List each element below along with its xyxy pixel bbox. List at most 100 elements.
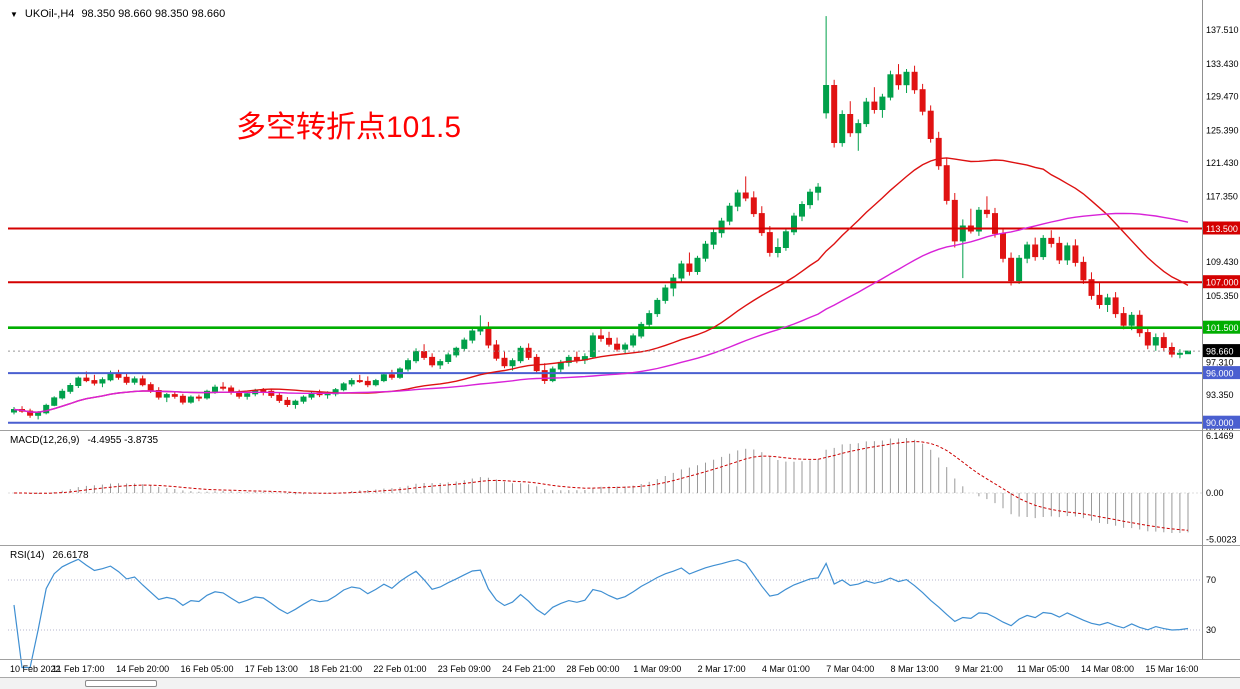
candle-body	[413, 351, 419, 362]
candle-body	[1160, 337, 1167, 349]
candle-body	[694, 257, 701, 272]
scrollbar-thumb[interactable]	[85, 680, 157, 687]
candle-body	[1040, 237, 1047, 258]
time-axis-label: 11 Mar 05:00	[1017, 664, 1069, 674]
candle-body	[155, 390, 162, 398]
candle-body	[1032, 244, 1039, 258]
time-axis-label: 10 Feb 2022	[10, 664, 61, 674]
candle-body	[855, 123, 862, 134]
price-axis-tick: 117.350	[1206, 192, 1238, 202]
candle-body	[1064, 245, 1071, 261]
candle-body	[839, 114, 846, 144]
candle-body	[1120, 313, 1127, 326]
candle-body	[1056, 242, 1063, 261]
price-level-badge	[1203, 275, 1240, 289]
candle-body	[549, 368, 556, 382]
candle-body	[807, 191, 813, 206]
candle-body	[589, 335, 596, 358]
candle-body	[437, 361, 444, 366]
candle-body	[646, 313, 653, 325]
rsi-indicator-label: RSI(14) 26.6178	[10, 550, 89, 561]
candle-body	[734, 192, 741, 207]
candle-body	[758, 213, 765, 234]
candle-body	[35, 412, 42, 416]
candle-body	[485, 328, 492, 346]
candle-body	[59, 390, 66, 399]
candle-body	[1136, 314, 1143, 334]
time-axis-label: 14 Mar 08:00	[1081, 664, 1134, 674]
candle-body	[573, 356, 580, 361]
candle-body	[429, 356, 436, 366]
price-level-badge-label: 96.000	[1206, 369, 1234, 379]
candle-body	[1016, 257, 1023, 282]
candle-body	[75, 377, 82, 387]
candle-body	[123, 376, 130, 383]
time-axis-label: 8 Mar 13:00	[891, 664, 939, 674]
price-level-badge	[1203, 415, 1240, 429]
candle-body	[702, 243, 709, 259]
macd-name: MACD(12,26,9)	[10, 435, 80, 446]
candle-body	[823, 85, 830, 114]
candle-body	[975, 209, 982, 232]
time-axis-label: 11 Feb 17:00	[52, 664, 104, 674]
candle-body	[662, 287, 669, 301]
candle-body	[863, 101, 870, 125]
price-axis-tick: 137.510	[1206, 25, 1239, 35]
candle-body	[187, 396, 194, 403]
rsi-value: 26.6178	[52, 550, 89, 561]
candle-body	[461, 339, 468, 349]
time-axis-label: 15 Mar 16:00	[1145, 664, 1198, 674]
time-axis-label: 2 Mar 17:00	[698, 664, 746, 674]
candle-body	[268, 390, 275, 396]
candle-body	[638, 323, 645, 337]
candle-body	[766, 232, 773, 253]
candle-body	[887, 74, 894, 98]
candle-body	[630, 335, 637, 346]
candle-body	[509, 360, 516, 367]
macd-axis-tick: -5.0023	[1206, 535, 1237, 545]
candle-body	[51, 397, 58, 406]
candle-body	[356, 380, 363, 383]
horizontal-scrollbar[interactable]	[0, 677, 1240, 689]
candle-body	[565, 356, 572, 363]
candle-body	[27, 410, 34, 416]
candle-body	[686, 263, 693, 272]
rsi-axis-tick: 30	[1206, 625, 1216, 635]
candle-body	[1176, 352, 1183, 355]
candle-body	[895, 74, 902, 86]
price-axis-tick: 93.350	[1206, 390, 1234, 400]
rsi-name: RSI(14)	[10, 550, 45, 561]
candle-body	[622, 344, 629, 350]
candle-body	[388, 374, 395, 378]
candle-body	[815, 186, 822, 193]
candle-body	[163, 394, 170, 398]
candle-body	[919, 89, 926, 112]
candle-body	[927, 110, 934, 139]
macd-indicator-label: MACD(12,26,9) -4.4955 -3.8735	[10, 435, 158, 446]
candle-body	[799, 204, 805, 217]
candle-body	[284, 399, 291, 405]
macd-signal-line	[14, 440, 1189, 531]
time-axis-label: 16 Feb 05:00	[180, 664, 233, 674]
candle-body	[726, 205, 733, 222]
candle-body	[1000, 233, 1006, 259]
rsi-line	[13, 558, 1189, 669]
candle-body	[139, 378, 146, 386]
candle-body	[67, 385, 74, 392]
price-axis-tick: 125.390	[1206, 125, 1239, 135]
candle-body	[107, 373, 114, 381]
candle-body	[469, 330, 476, 341]
price-axis-tick: 97.310	[1206, 357, 1234, 367]
price-axis-tick: 121.430	[1206, 158, 1239, 168]
candle-body	[791, 215, 797, 233]
candle-body	[348, 380, 355, 385]
candle-body	[292, 400, 299, 406]
candle-body	[276, 394, 283, 401]
candle-body	[212, 386, 218, 392]
candle-body	[195, 396, 202, 399]
price-level-badge-label: 90.000	[1206, 418, 1234, 428]
candle-body	[300, 396, 307, 402]
price-level-badge-label: 101.500	[1206, 323, 1239, 333]
